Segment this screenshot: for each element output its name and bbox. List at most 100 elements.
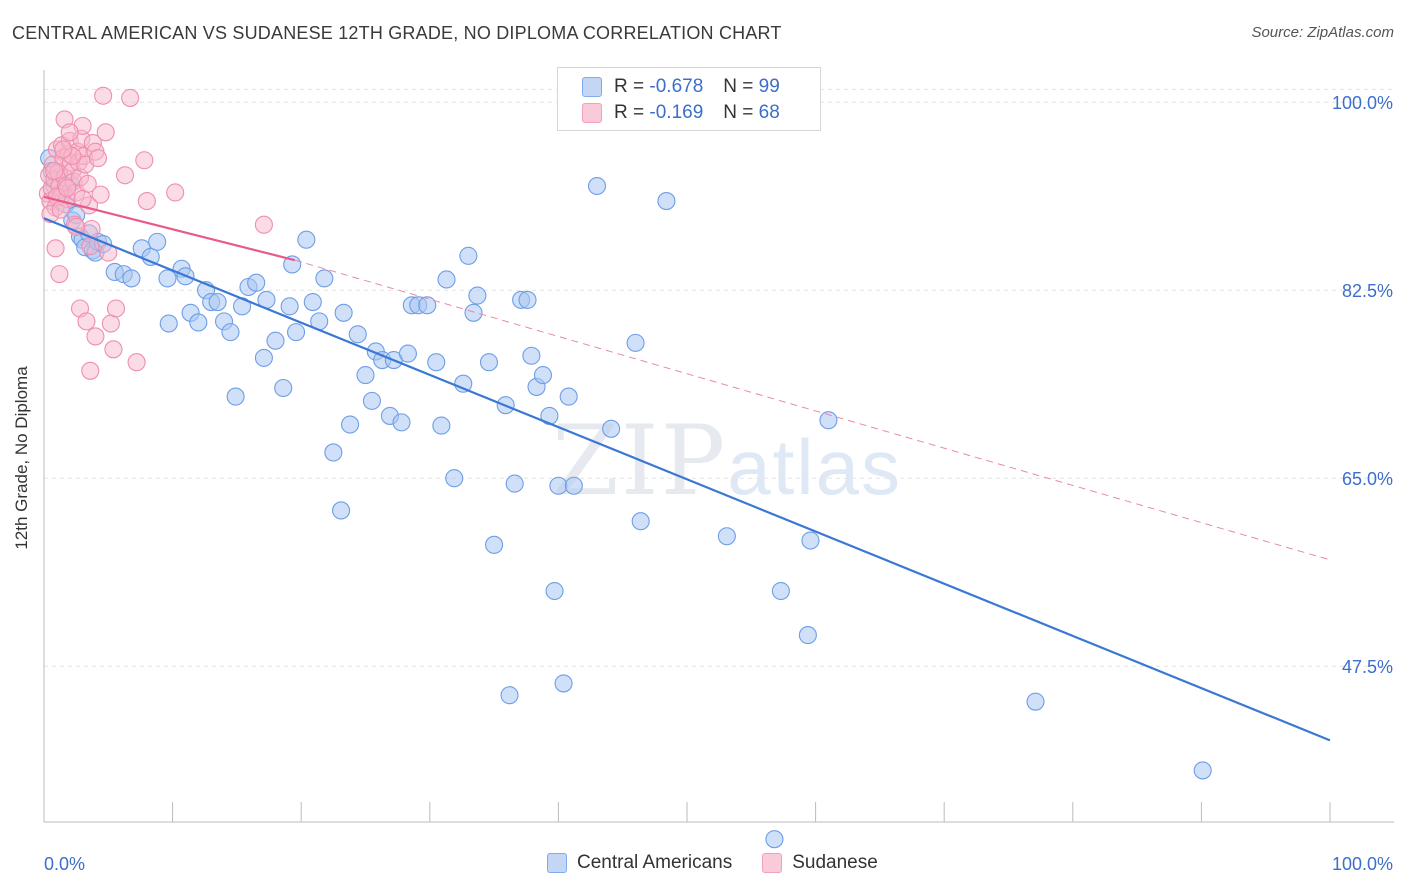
legend-r-value: -0.169 — [649, 102, 704, 123]
data-point-central-americans — [485, 535, 504, 554]
data-point-sudanese — [77, 312, 96, 331]
watermark: ZIPatlas — [552, 405, 902, 517]
data-point-central-americans — [468, 286, 487, 305]
data-point-central-americans — [549, 476, 568, 495]
data-point-central-americans — [454, 374, 473, 393]
y-tick-label: 47.5% — [1342, 657, 1393, 677]
data-point-central-americans — [564, 476, 583, 495]
legend-r-label: R = — [614, 76, 645, 97]
data-point-sudanese — [50, 265, 69, 284]
trend-line-central-americans — [43, 217, 1331, 742]
data-point-central-americans — [626, 333, 645, 352]
data-point-central-americans — [801, 531, 820, 550]
data-point-central-americans — [274, 378, 293, 398]
legend: R = -0.678 N = 99 R = -0.169 N = 68 — [557, 67, 821, 131]
data-point-central-americans — [518, 290, 537, 309]
data-point-sudanese — [51, 200, 70, 219]
data-point-central-americans — [280, 297, 299, 316]
data-point-central-americans — [445, 469, 464, 488]
data-point-central-americans — [341, 415, 360, 434]
data-point-central-americans — [631, 512, 650, 531]
data-point-sudanese — [135, 151, 154, 170]
data-point-central-americans — [533, 366, 553, 385]
data-point-central-americans — [559, 387, 578, 406]
legend-n-label: N = — [723, 102, 754, 123]
data-point-central-americans — [765, 830, 784, 849]
data-point-central-americans — [362, 391, 381, 410]
y-axis-label: 12th Grade, No Diploma — [12, 366, 31, 550]
data-point-sudanese — [121, 88, 140, 107]
data-point-central-americans — [208, 292, 227, 312]
y-tick-label: 82.5% — [1342, 281, 1393, 301]
data-point-sudanese — [115, 166, 135, 185]
data-point-central-americans — [159, 314, 178, 333]
data-point-central-americans — [657, 192, 676, 211]
data-point-sudanese — [94, 86, 113, 105]
x-tick-label: 0.0% — [44, 854, 85, 874]
data-point-central-americans — [303, 292, 322, 312]
y-tick-label: 65.0% — [1342, 469, 1393, 489]
y-tick-label: 100.0% — [1332, 93, 1393, 113]
data-point-sudanese — [166, 183, 185, 202]
data-point-sudanese — [106, 299, 126, 318]
data-point-sudanese — [127, 353, 146, 372]
data-point-central-americans — [266, 331, 285, 350]
data-point-central-americans — [432, 416, 451, 435]
legend-r-value: -0.678 — [649, 76, 704, 97]
bottom-legend-label-central-americans: Central Americans — [577, 852, 733, 873]
data-point-central-americans — [141, 247, 160, 266]
legend-swatch-central-americans — [582, 77, 602, 97]
legend-n-label: N = — [723, 76, 754, 97]
data-point-central-americans — [500, 686, 519, 705]
legend-n-value: 99 — [758, 76, 780, 97]
data-point-central-americans — [602, 419, 621, 438]
legend-r-label: R = — [614, 102, 645, 123]
source-label: Source: ZipAtlas.com — [1251, 24, 1394, 41]
data-point-sudanese — [104, 340, 123, 359]
data-point-central-americans — [122, 269, 141, 288]
bottom-legend-swatch-sudanese — [762, 853, 783, 873]
data-point-sudanese — [86, 327, 105, 346]
trend-line-sudanese — [43, 195, 296, 262]
data-point-central-americans — [427, 353, 446, 372]
data-point-central-americans — [819, 411, 838, 430]
data-point-central-americans — [545, 581, 564, 601]
data-point-central-americans — [587, 176, 607, 196]
trend-line-sudanese-extrapolated — [294, 259, 1331, 561]
data-point-central-americans — [464, 303, 483, 322]
data-point-central-americans — [479, 353, 499, 372]
data-point-central-americans — [254, 348, 273, 367]
data-point-central-americans — [1193, 761, 1212, 780]
data-point-central-americans — [1026, 692, 1045, 711]
data-point-sudanese — [45, 161, 64, 181]
watermark-zip: ZIP — [552, 405, 727, 517]
data-point-central-americans — [554, 674, 573, 693]
data-point-sudanese — [81, 361, 100, 380]
data-point-central-americans — [334, 303, 353, 322]
data-point-central-americans — [287, 323, 306, 342]
legend-swatch-sudanese — [582, 103, 602, 123]
data-point-sudanese — [46, 239, 65, 258]
data-point-sudanese — [96, 123, 115, 142]
data-point-central-americans — [505, 474, 524, 493]
data-point-sudanese — [137, 192, 156, 211]
data-point-central-americans — [247, 273, 266, 292]
data-point-sudanese — [88, 149, 108, 168]
data-point-central-americans — [324, 443, 343, 462]
data-point-sudanese — [101, 314, 120, 333]
data-point-central-americans — [148, 232, 167, 251]
data-point-central-americans — [356, 366, 375, 385]
legend-row-central-americans: R = -0.678 N = 99 — [582, 74, 780, 100]
data-point-central-americans — [221, 323, 240, 342]
data-point-central-americans — [189, 313, 208, 332]
data-point-sudanese — [58, 179, 77, 198]
data-point-central-americans — [418, 296, 437, 315]
data-point-central-americans — [297, 230, 316, 249]
legend-n-value: 68 — [758, 102, 780, 123]
data-point-central-americans — [437, 270, 456, 289]
data-point-central-americans — [771, 581, 790, 601]
bottom-legend-swatch-central-americans — [547, 853, 567, 873]
bottom-legend: Central Americans Sudanese — [547, 852, 878, 874]
data-point-central-americans — [332, 501, 351, 520]
